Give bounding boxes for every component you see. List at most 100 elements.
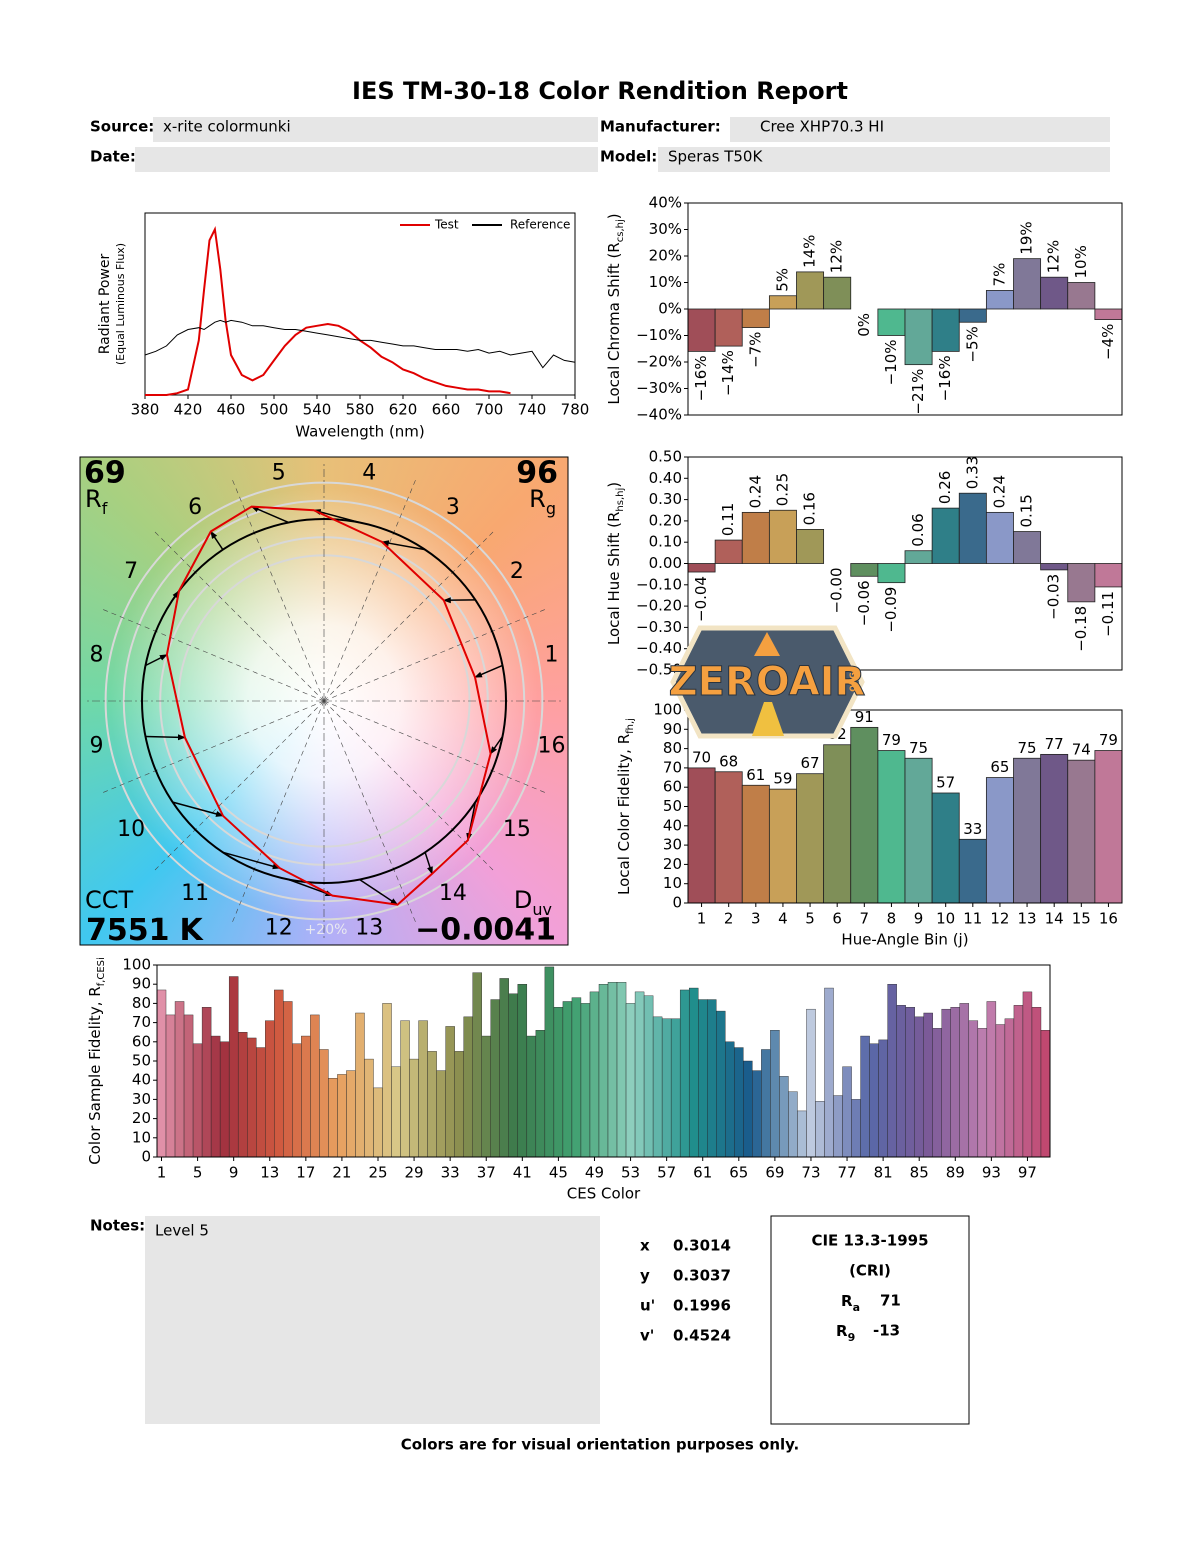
x-tick-label: 780: [561, 401, 590, 419]
bar: [499, 978, 509, 1158]
y-axis-label: (Equal Luminous Flux): [114, 243, 127, 365]
bin-label: 13: [355, 916, 383, 941]
bin-divider: [323, 531, 494, 702]
bar: [1013, 258, 1042, 310]
bar: [535, 1030, 546, 1158]
value-label: −0.04: [692, 576, 710, 622]
y-tick-label: 0: [141, 1148, 151, 1166]
legend-label: Reference: [510, 218, 570, 232]
x-tick-label: 53: [621, 1164, 640, 1182]
bar: [1022, 991, 1033, 1158]
watermark-badge: [670, 625, 865, 739]
bar: [851, 1099, 861, 1158]
x-tick-label: 29: [405, 1164, 424, 1182]
field-label: Date:: [90, 148, 136, 166]
bar: [1094, 308, 1123, 321]
y-tick-label: 100: [122, 956, 151, 974]
x-tick-label: 16: [1099, 910, 1118, 928]
bin-divider: [231, 700, 325, 923]
x-tick-label: 7: [860, 910, 870, 928]
chromaticity-label: u': [640, 1297, 655, 1315]
value-label: 79: [1099, 731, 1118, 749]
bar: [941, 1008, 951, 1158]
model-field: [658, 147, 1110, 172]
cri-symbol-part: R: [836, 1322, 848, 1340]
chromaticity-value: 0.1996: [673, 1297, 731, 1315]
bar: [905, 1007, 915, 1158]
value-label: 0.24: [746, 475, 764, 508]
x-tick-label: 10: [936, 910, 955, 928]
x-tick-label: 45: [549, 1164, 568, 1182]
bar: [796, 773, 825, 904]
rg-value: 96: [516, 456, 558, 491]
bin-label: 5: [272, 460, 286, 485]
series-line: [145, 226, 511, 396]
chromaticity-label: y: [640, 1267, 650, 1285]
y-tick-label: 70: [132, 1013, 151, 1031]
y-axis-label-part: Local Hue Shift (R: [605, 512, 623, 646]
bar: [210, 1035, 221, 1158]
value-label: 59: [773, 770, 792, 788]
x-axis-label: CES Color: [567, 1185, 641, 1203]
y-tick-label: 60: [132, 1032, 151, 1050]
bar: [687, 308, 716, 352]
bar: [869, 1043, 879, 1158]
bar: [824, 987, 834, 1158]
bar: [481, 1035, 491, 1158]
x-tick-label: 9: [914, 910, 924, 928]
value-label: 74: [1072, 741, 1091, 759]
bar: [337, 1074, 347, 1158]
x-tick-label: 6: [832, 910, 842, 928]
y-tick-label: 0.40: [649, 469, 682, 487]
bar: [598, 984, 609, 1158]
bar: [914, 1016, 924, 1158]
manufacturer-field: [730, 117, 1110, 142]
series-line: [144, 319, 576, 369]
bar: [373, 1087, 383, 1158]
bin-label: 12: [265, 916, 293, 941]
value-label: −0.11: [1099, 591, 1117, 637]
value-label: −0.06: [855, 580, 873, 626]
watermark-road: [752, 702, 784, 736]
x-tick-label: 12: [990, 910, 1009, 928]
notes-box: [145, 1216, 600, 1424]
x-tick-label: 97: [1018, 1164, 1037, 1182]
x-tick-label: 620: [389, 401, 418, 419]
value-label: 12%: [1045, 240, 1063, 273]
bin-divider: [323, 608, 546, 702]
bar: [797, 1110, 807, 1158]
y-tick-label: 20: [663, 855, 682, 873]
rf-value: 69: [84, 456, 126, 491]
x-tick-label: 41: [513, 1164, 532, 1182]
value-label: −5%: [963, 326, 981, 362]
bar: [562, 1001, 573, 1158]
footer: Colors are for visual orientation purpos…: [401, 1436, 800, 1454]
bar: [616, 982, 627, 1158]
bar: [283, 1001, 293, 1158]
bar: [490, 999, 500, 1158]
legend-label: Test: [434, 218, 459, 232]
y-tick-label: 50: [663, 797, 682, 815]
value-label: −10%: [882, 340, 900, 386]
cri-value: 71: [880, 1292, 901, 1310]
bar: [788, 1091, 798, 1158]
bar: [346, 1070, 356, 1158]
x-tick-label: 5: [805, 910, 815, 928]
bar: [292, 1043, 302, 1158]
bin-divider: [154, 700, 325, 871]
bin-divider: [102, 608, 325, 702]
x-axis-label: Hue-Angle Bin (j): [841, 931, 968, 949]
x-tick-label: 81: [874, 1164, 893, 1182]
bar: [418, 1020, 428, 1158]
y-tick-label: 80: [132, 994, 151, 1012]
bar: [1094, 563, 1123, 588]
bar: [958, 838, 987, 904]
value-label: 12%: [828, 240, 846, 273]
bar: [319, 1049, 329, 1158]
reference-circle: [141, 518, 507, 884]
bar: [904, 308, 933, 366]
shift-arrow: [250, 505, 289, 524]
x-tick-label: 740: [518, 401, 547, 419]
y-tick-label: 10%: [649, 273, 682, 291]
